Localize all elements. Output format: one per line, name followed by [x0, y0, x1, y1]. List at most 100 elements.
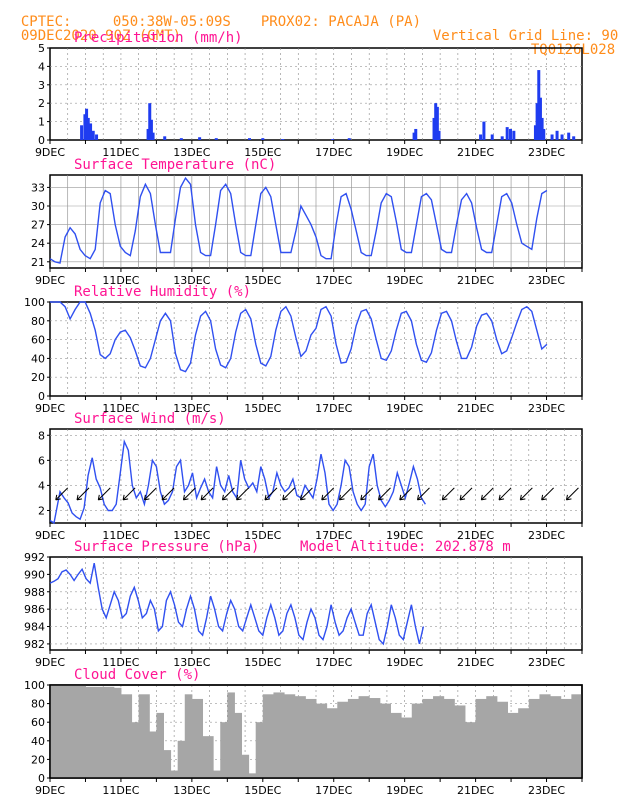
cloud-bar: [177, 740, 186, 778]
panel-4-ytick-label: 984: [24, 621, 45, 634]
panel-5-xtick-label: 9DEC: [35, 784, 65, 797]
panel-5-title: Cloud Cover (%): [74, 667, 200, 683]
cloud-bar: [464, 722, 477, 778]
cloud-bar: [184, 694, 193, 778]
panel-0-xtick-label: 19DEC: [386, 146, 423, 159]
panel-4-ytick-label: 982: [24, 638, 45, 651]
wind-arrow: [222, 487, 235, 501]
wind-arrow-head: [97, 494, 104, 501]
wind-arrow: [399, 487, 413, 501]
cloud-bar: [539, 694, 551, 778]
precip-bar: [542, 128, 546, 140]
wind-arrow-head: [200, 494, 207, 501]
panel-2-ytick-label: 40: [31, 352, 45, 365]
cloud-bar: [138, 694, 150, 778]
wind-arrow: [441, 487, 455, 501]
panel-1-ytick-label: 27: [31, 219, 45, 232]
wind-arrow-head: [264, 494, 271, 501]
cloud-bar: [411, 703, 423, 778]
wind-arrow-head: [221, 494, 228, 501]
panel-0-xtick-label: 23DEC: [528, 146, 565, 159]
panel-1-xtick-label: 17DEC: [315, 274, 352, 287]
precip-bar: [482, 121, 486, 140]
cloud-bar: [369, 698, 381, 778]
wind-arrow-head: [338, 494, 345, 501]
precip-bar: [500, 136, 504, 140]
panel-1-xtick-label: 19DEC: [386, 274, 423, 287]
header-run-id-label: TQ0126L028: [530, 42, 616, 58]
panel-1-series-line: [49, 176, 548, 264]
panel-4-xtick-label: 13DEC: [173, 656, 210, 669]
cloud-bar: [550, 696, 562, 778]
cloud-bar: [262, 694, 274, 778]
panel-1-ytick-label: 24: [31, 237, 45, 250]
wind-arrow: [417, 487, 430, 501]
panel-5-ytick-label: 60: [31, 716, 45, 729]
panel-3-xtick-label: 19DEC: [386, 529, 423, 542]
precip-bar: [537, 70, 541, 140]
panel-1-xtick-label: 23DEC: [528, 274, 565, 287]
panel-0-ytick-label: 3: [38, 79, 45, 92]
panel-4-xtick-label: 19DEC: [386, 656, 423, 669]
cloud-bar: [507, 712, 519, 778]
cloud-bar: [284, 694, 296, 778]
precip-bar: [148, 103, 152, 140]
wind-arrow-head: [480, 494, 487, 501]
panel-0-ytick-label: 0: [38, 134, 45, 147]
precip-bar: [435, 106, 439, 140]
wind-arrow: [55, 487, 69, 501]
panel-3-title: Surface Wind (m/s): [74, 411, 226, 427]
cloud-bar: [401, 717, 413, 778]
precip-bar: [535, 103, 539, 140]
panel-1-ytick-label: 21: [31, 256, 45, 269]
precip-bar: [505, 127, 509, 140]
wind-arrow: [161, 487, 175, 501]
panel-3-xtick-label: 15DEC: [244, 529, 281, 542]
panel-2-xtick-label: 9DEC: [35, 402, 65, 415]
cloud-bar: [294, 696, 306, 778]
panel-2-ytick-label: 100: [24, 296, 45, 309]
precip-bar: [198, 137, 202, 140]
cloud-bar: [571, 694, 583, 778]
precip-bar: [555, 130, 559, 140]
panel-5-ytick-label: 100: [24, 679, 45, 692]
wind-arrow: [339, 487, 352, 501]
cloud-bar: [316, 703, 328, 778]
panel-0-xtick-label: 15DEC: [244, 146, 281, 159]
panel-4-title: Surface Pressure (hPa): [74, 539, 259, 555]
wind-arrow: [282, 487, 296, 501]
wind-arrow: [566, 487, 579, 501]
header-run-id: TQ0126L028: [514, 28, 615, 58]
panel-5-xtick-label: 23DEC: [528, 784, 565, 797]
header-grid-note: Vertical Grid Line: 90Z: [416, 14, 618, 44]
panel-3-xtick-label: 23DEC: [528, 529, 565, 542]
precip-bar: [479, 134, 483, 140]
cloud-bar: [234, 712, 243, 778]
cloud-bar: [496, 701, 509, 778]
panel-0-xtick-label: 9DEC: [35, 146, 65, 159]
panel-5-xtick-label: 11DEC: [102, 784, 139, 797]
precip-bar: [533, 125, 537, 140]
panel-5-ytick-label: 0: [38, 772, 45, 785]
precip-bar: [437, 130, 441, 140]
cloud-bar: [560, 698, 572, 778]
panel-2-ytick-label: 80: [31, 315, 45, 328]
panel-2-xtick-label: 17DEC: [315, 402, 352, 415]
panel-5-ytick-label: 80: [31, 698, 45, 711]
header-datetime-label: 09DEC2020 90Z (GMT): [20, 28, 182, 44]
panel-1-ytick-label: 30: [31, 200, 45, 213]
panel-2-xtick-label: 21DEC: [457, 402, 494, 415]
panel-0-xtick-label: 13DEC: [173, 146, 210, 159]
header-coords: 050:38W-05:09S: [96, 0, 231, 30]
cloud-bar: [518, 708, 530, 778]
panel-4-ytick-label: 988: [24, 586, 45, 599]
panel-5-xtick-label: 17DEC: [315, 784, 352, 797]
panel-1-ytick-label: 33: [31, 181, 45, 194]
cloud-bar: [220, 722, 228, 778]
precip-bar: [179, 138, 183, 140]
cloud-bar: [120, 694, 133, 778]
wind-arrow: [321, 487, 335, 501]
precip-bar: [149, 119, 153, 140]
wind-arrow: [200, 487, 214, 501]
